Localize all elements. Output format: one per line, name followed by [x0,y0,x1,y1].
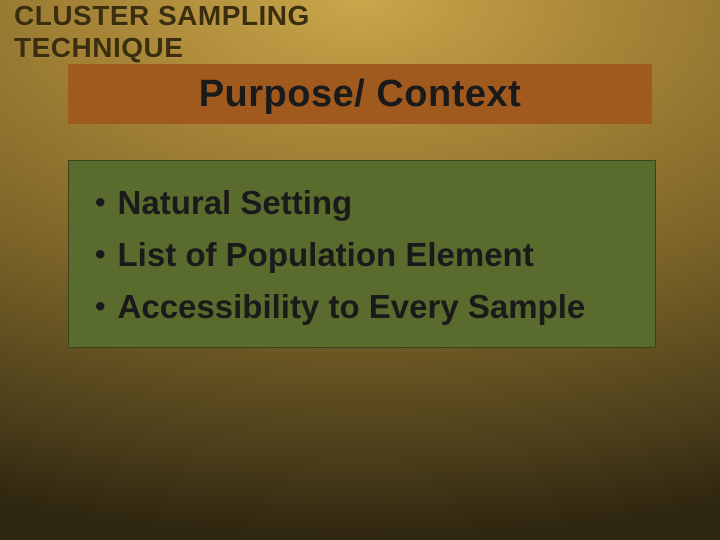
title-bar: CLUSTER SAMPLING TECHNIQUE [0,8,460,56]
bullet-text: Natural Setting [118,179,353,227]
bullet-icon: • [95,292,106,322]
slide-title: CLUSTER SAMPLING TECHNIQUE [14,0,460,64]
slide-subtitle: Purpose/ Context [199,73,522,116]
slide: CLUSTER SAMPLING TECHNIQUE Purpose/ Cont… [0,0,720,540]
bullet-icon: • [95,188,106,218]
content-box: • Natural Setting • List of Population E… [68,160,656,348]
list-item: • Natural Setting [95,179,635,227]
bullet-icon: • [95,240,106,270]
subtitle-bar: Purpose/ Context [68,64,652,124]
list-item: • List of Population Element [95,231,635,279]
list-item: • Accessibility to Every Sample [95,283,635,331]
bullet-text: Accessibility to Every Sample [118,283,586,331]
bullet-text: List of Population Element [118,231,534,279]
